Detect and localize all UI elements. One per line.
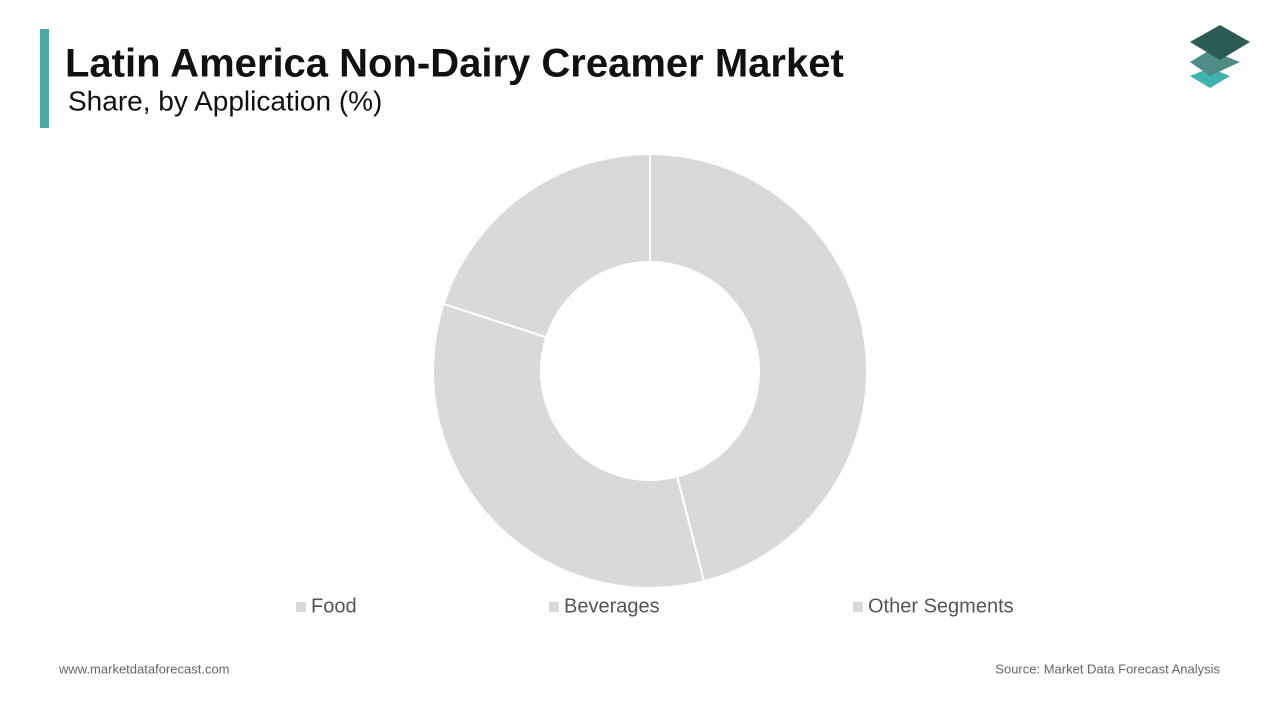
donut (432, 152, 868, 589)
title-accent-bar (40, 29, 49, 128)
legend-swatch (549, 602, 559, 612)
legend-swatch (853, 602, 863, 612)
chart-title: Latin America Non-Dairy Creamer Market (65, 42, 844, 86)
website: www.marketdataforecast.com (58, 661, 230, 676)
source-note: Source: Market Data Forecast Analysis (995, 661, 1220, 676)
legend: Food Beverages Other Segments (296, 595, 1014, 617)
logo (1190, 25, 1250, 88)
legend-label: Other Segments (868, 595, 1014, 617)
donut-slice (442, 152, 651, 339)
legend-label: Food (311, 595, 357, 617)
chart-subtitle: Share, by Application (%) (68, 85, 382, 116)
donut-slice (432, 302, 706, 589)
legend-label: Beverages (564, 595, 660, 617)
legend-swatch (296, 602, 306, 612)
donut-slice (649, 152, 868, 583)
